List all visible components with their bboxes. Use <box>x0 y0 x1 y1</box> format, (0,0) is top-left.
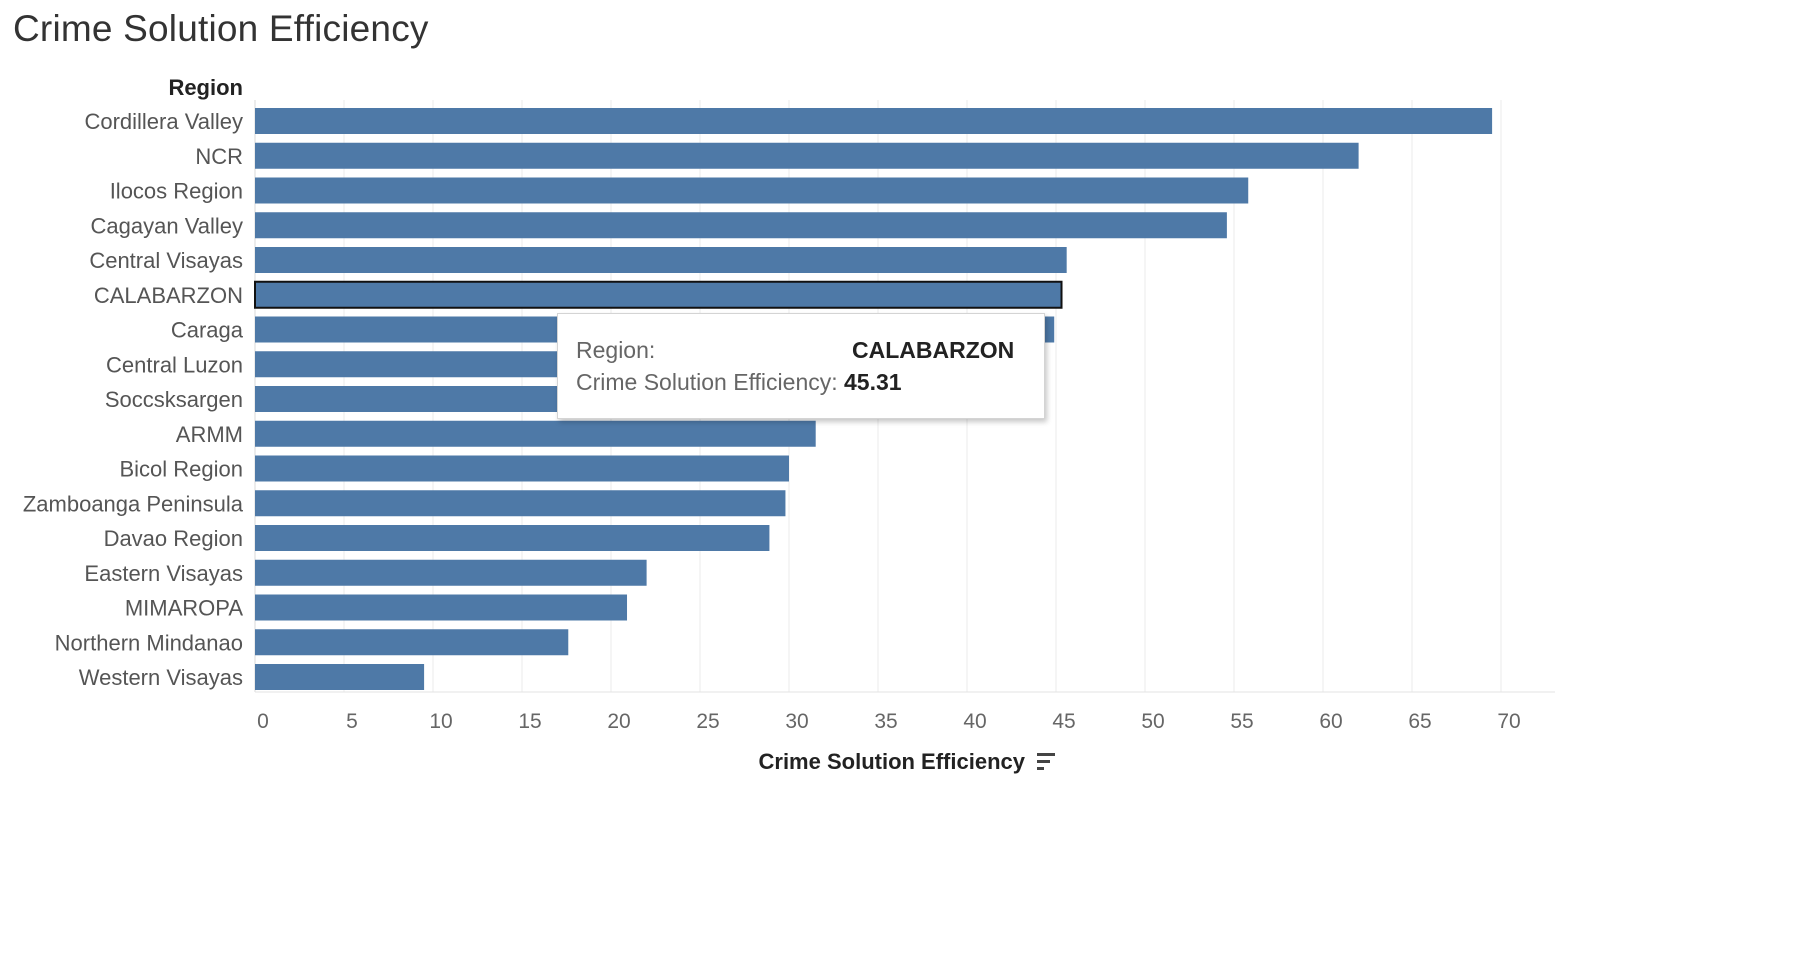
category-label: Eastern Visayas <box>84 561 243 586</box>
bar[interactable] <box>255 559 647 586</box>
category-label: CALABARZON <box>94 283 243 308</box>
category-label: Western Visayas <box>79 665 243 690</box>
category-labels: Cordillera Valley NCR Ilocos Region Cagayan… <box>23 109 244 690</box>
tooltip-metric-value: 45.31 <box>844 369 902 395</box>
x-tick-label: 5 <box>346 710 358 733</box>
bar[interactable] <box>255 525 770 551</box>
x-tick-label: 60 <box>1319 710 1342 733</box>
sort-descending-icon[interactable] <box>1037 753 1055 770</box>
bar[interactable] <box>255 594 628 621</box>
bar[interactable] <box>255 664 425 690</box>
category-label: MIMAROPA <box>125 596 243 621</box>
bar[interactable] <box>255 212 1227 239</box>
tooltip-region-row: Region: CALABARZON <box>576 337 1014 364</box>
tooltip-metric-key: Crime Solution Efficiency: <box>576 369 838 395</box>
x-tick-label: 0 <box>257 710 269 733</box>
x-tick-label: 20 <box>607 710 630 733</box>
tooltip: Region: CALABARZON Crime Solution Efficie… <box>557 313 1045 419</box>
x-tick-label: 25 <box>696 710 719 733</box>
category-label: Cagayan Valley <box>91 213 243 238</box>
category-label: Caraga <box>171 318 244 343</box>
category-label: Zamboanga Peninsula <box>23 491 244 516</box>
bar[interactable] <box>255 490 786 517</box>
category-label: Soccsksargen <box>105 387 243 412</box>
tooltip-region-value: CALABARZON <box>852 337 1015 363</box>
category-label: NCR <box>195 144 243 169</box>
x-tick-label: 35 <box>874 710 897 733</box>
category-label: Central Luzon <box>106 352 243 377</box>
category-axis-header: Region <box>168 75 243 100</box>
x-tick-label: 70 <box>1497 710 1520 733</box>
bar[interactable] <box>255 629 569 656</box>
bar[interactable] <box>255 247 1067 273</box>
x-tick-label: 45 <box>1052 710 1075 733</box>
category-label: Northern Mindanao <box>55 630 243 655</box>
x-tick-label: 65 <box>1408 710 1431 733</box>
x-tick-label: 50 <box>1141 710 1164 733</box>
category-label: ARMM <box>176 422 243 447</box>
bar[interactable] <box>255 177 1249 204</box>
x-tick-label: 55 <box>1230 710 1253 733</box>
tooltip-metric-row: Crime Solution Efficiency: 45.31 <box>576 369 902 396</box>
x-axis-ticks: 0 5 10 15 20 25 30 35 40 45 50 55 60 65 70 <box>257 710 1521 733</box>
bar[interactable] <box>255 108 1493 134</box>
category-label: Davao Region <box>104 526 243 551</box>
tooltip-region-key: Region: <box>576 337 656 363</box>
bar[interactable] <box>255 420 816 447</box>
category-label: Bicol Region <box>119 457 243 482</box>
bar[interactable] <box>255 455 789 482</box>
category-label: Ilocos Region <box>110 179 243 204</box>
x-tick-label: 30 <box>785 710 808 733</box>
chart-title: Crime Solution Efficiency <box>13 8 429 49</box>
x-tick-label: 40 <box>963 710 986 733</box>
x-tick-label: 10 <box>429 710 452 733</box>
category-label: Cordillera Valley <box>84 109 243 134</box>
bar-highlighted[interactable] <box>254 280 1063 309</box>
bar[interactable] <box>255 142 1359 169</box>
x-axis-title: Crime Solution Efficiency <box>759 749 1026 774</box>
x-tick-label: 15 <box>518 710 541 733</box>
category-label: Central Visayas <box>89 248 243 273</box>
